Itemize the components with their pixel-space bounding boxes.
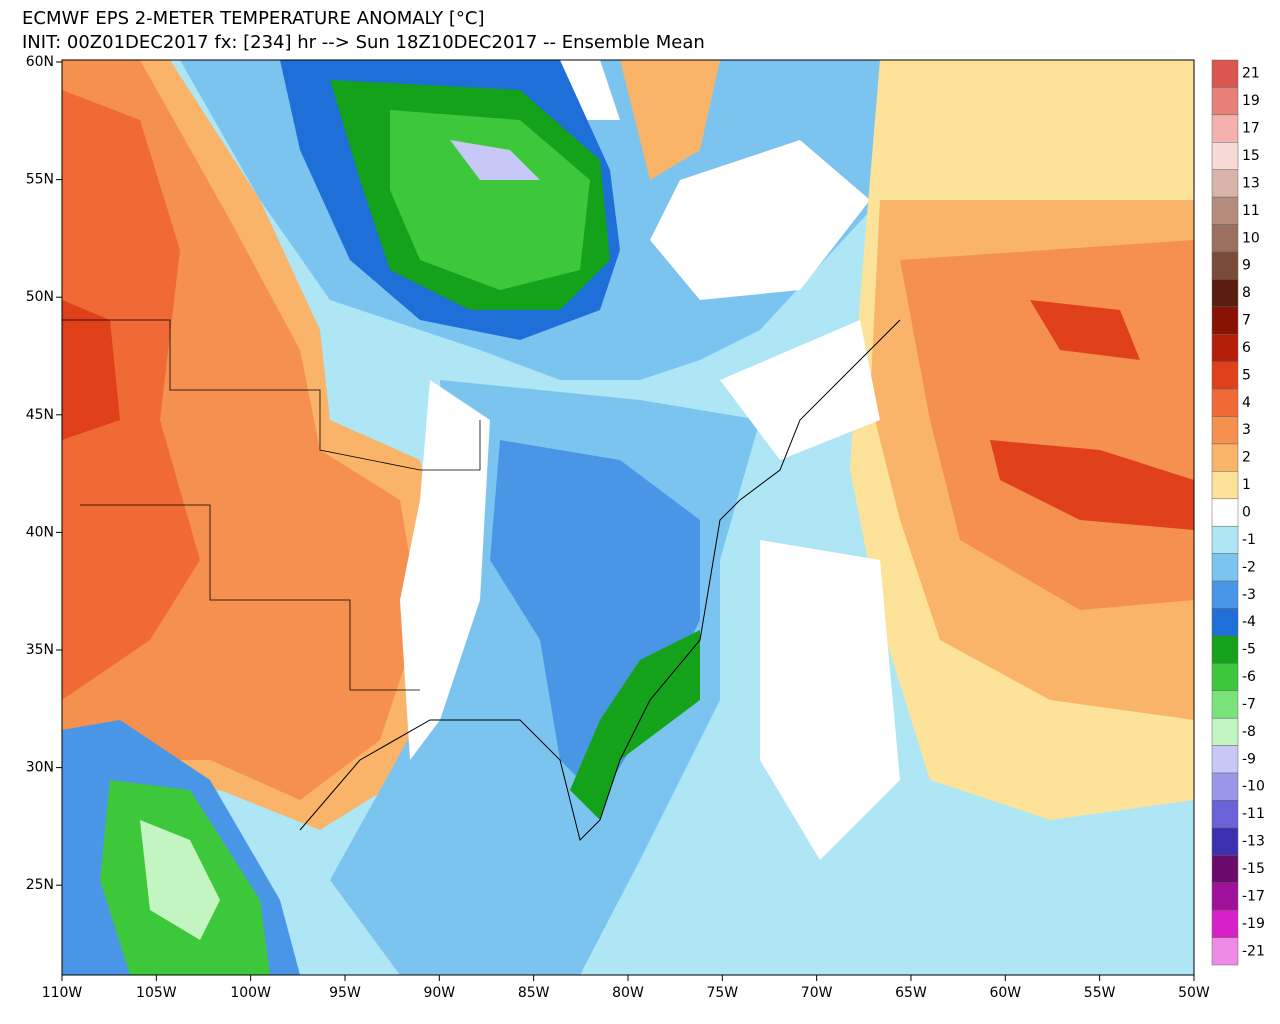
legend-swatch — [1211, 306, 1239, 335]
axes: 60N 55N 50N 45N 40N 35N 30N 25N 110W 105W 100W 95W 9… — [26, 54, 1210, 1001]
legend-label: 6 — [1242, 340, 1251, 356]
legend-label: -1 — [1242, 532, 1256, 548]
legend-swatch — [1211, 87, 1239, 116]
legend-swatch — [1211, 937, 1239, 966]
lat-label: 55N — [26, 172, 54, 188]
legend-swatch — [1211, 635, 1239, 664]
legend-label: -15 — [1242, 861, 1265, 877]
legend-label: -6 — [1242, 669, 1256, 685]
map-field — [62, 60, 1194, 975]
legend-label: 1 — [1242, 477, 1251, 493]
legend-label: 13 — [1242, 175, 1260, 191]
legend-swatch — [1211, 608, 1239, 637]
lon-label: 75W — [706, 985, 738, 1001]
legend-label: 7 — [1242, 313, 1251, 329]
legend-swatch — [1211, 882, 1239, 911]
legend-swatch — [1211, 361, 1239, 390]
map-title: ECMWF EPS 2-METER TEMPERATURE ANOMALY [°… — [22, 8, 485, 29]
lat-label: 35N — [26, 642, 54, 658]
legend-label: -21 — [1242, 943, 1265, 959]
lon-label: 55W — [1084, 985, 1116, 1001]
legend-label: 17 — [1242, 121, 1260, 137]
legend-label: -9 — [1242, 751, 1256, 767]
lat-label: 60N — [26, 54, 54, 70]
legend-swatch — [1211, 580, 1239, 609]
legend-label: 8 — [1242, 285, 1251, 301]
legend-label: 19 — [1242, 93, 1260, 109]
legend-label: 4 — [1242, 395, 1251, 411]
legend-swatch — [1211, 663, 1239, 692]
lon-label: 95W — [329, 985, 361, 1001]
lon-label: 65W — [895, 985, 927, 1001]
legend-label: -5 — [1242, 642, 1256, 658]
legend-swatch — [1211, 553, 1239, 582]
legend-swatch — [1211, 443, 1239, 472]
lon-label: 100W — [230, 985, 271, 1001]
lon-label: 80W — [612, 985, 644, 1001]
legend-label: 0 — [1242, 505, 1251, 521]
legend-label: -11 — [1242, 806, 1265, 822]
legend-label: -4 — [1242, 614, 1256, 630]
map-subtitle: INIT: 00Z01DEC2017 fx: [234] hr --> Sun … — [22, 32, 705, 53]
legend-swatch — [1211, 525, 1239, 554]
legend-swatch — [1211, 333, 1239, 362]
legend-swatch — [1211, 471, 1239, 500]
lon-label: 90W — [423, 985, 455, 1001]
lon-label: 85W — [518, 985, 550, 1001]
legend-swatch — [1211, 855, 1239, 883]
legend-swatch — [1211, 717, 1239, 746]
legend-label: 11 — [1242, 203, 1260, 219]
legend-label: -7 — [1242, 696, 1256, 712]
legend-label: 21 — [1242, 66, 1260, 82]
legend-label: -17 — [1242, 888, 1265, 904]
legend-label: 3 — [1242, 422, 1251, 438]
lat-label: 25N — [26, 877, 54, 893]
legend-swatch — [1211, 690, 1239, 719]
lat-label: 40N — [26, 524, 54, 540]
lon-label: 60W — [989, 985, 1021, 1001]
legend-swatch — [1211, 909, 1239, 938]
legend-label: -2 — [1242, 559, 1256, 575]
lat-label: 50N — [26, 289, 54, 305]
legend-swatch — [1211, 196, 1239, 225]
legend-swatch — [1211, 59, 1239, 88]
legend-label: -10 — [1242, 779, 1265, 795]
lon-label: 70W — [801, 985, 833, 1001]
legend-swatch — [1211, 388, 1239, 417]
lon-label: 50W — [1178, 985, 1210, 1001]
legend-label: -3 — [1242, 587, 1256, 603]
legend-label: 2 — [1242, 450, 1251, 466]
legend-label: 5 — [1242, 367, 1251, 383]
lat-label: 45N — [26, 407, 54, 423]
legend-swatch — [1211, 142, 1239, 170]
legend-label: 9 — [1242, 258, 1251, 274]
legend-swatch — [1211, 827, 1239, 856]
legend: 211917151311109876543210-1-2-3-4-5-6-7-8… — [1211, 59, 1265, 966]
legend-swatch — [1211, 745, 1239, 774]
legend-swatch — [1211, 224, 1239, 253]
legend-label: -13 — [1242, 834, 1265, 850]
legend-swatch — [1211, 800, 1239, 829]
legend-label: -19 — [1242, 916, 1265, 932]
lon-label: 110W — [42, 985, 83, 1001]
lon-label: 105W — [136, 985, 177, 1001]
legend-swatch — [1211, 498, 1239, 527]
legend-label: 15 — [1242, 148, 1260, 164]
legend-label: 10 — [1242, 230, 1260, 246]
legend-swatch — [1211, 772, 1239, 801]
legend-swatch — [1211, 279, 1239, 308]
legend-swatch — [1211, 169, 1239, 198]
legend-swatch — [1211, 251, 1239, 280]
lat-label: 30N — [26, 760, 54, 776]
legend-swatch — [1211, 416, 1239, 445]
legend-label: -8 — [1242, 724, 1256, 740]
legend-swatch — [1211, 114, 1239, 143]
